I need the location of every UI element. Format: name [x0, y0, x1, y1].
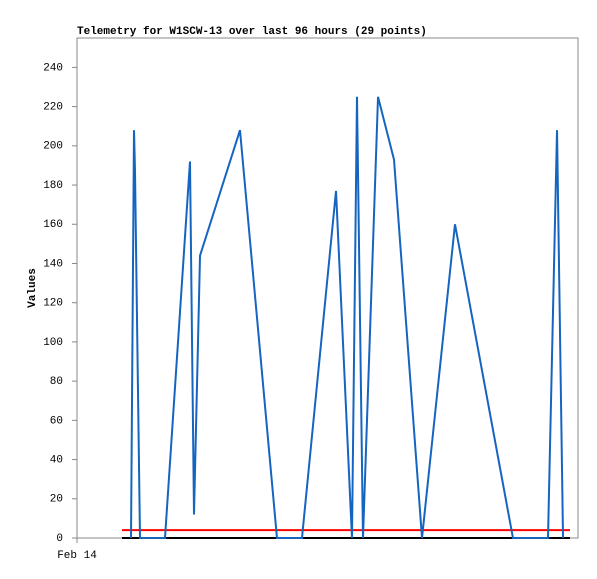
y-axis-label: Values: [27, 268, 39, 308]
y-tick-label: 200: [43, 141, 63, 153]
y-tick-label: 140: [43, 258, 63, 270]
y-tick-label: 160: [43, 219, 63, 231]
x-tick-label: Feb 14: [57, 550, 97, 562]
y-tick-label: 80: [50, 376, 63, 388]
y-tick-label: 120: [43, 298, 63, 310]
y-tick-label: 20: [50, 494, 63, 506]
y-tick-label: 180: [43, 180, 63, 192]
data-line: [130, 96, 565, 539]
y-tick-label: 0: [56, 533, 63, 545]
y-tick-label: 100: [43, 337, 63, 349]
chart-title: Telemetry for W1SCW-13 over last 96 hour…: [77, 26, 427, 38]
y-tick-label: 40: [50, 454, 63, 466]
y-tick-label: 60: [50, 415, 63, 427]
y-tick-label: 240: [43, 62, 63, 74]
y-tick-label: 220: [43, 102, 63, 114]
plot-frame: [76, 37, 579, 539]
